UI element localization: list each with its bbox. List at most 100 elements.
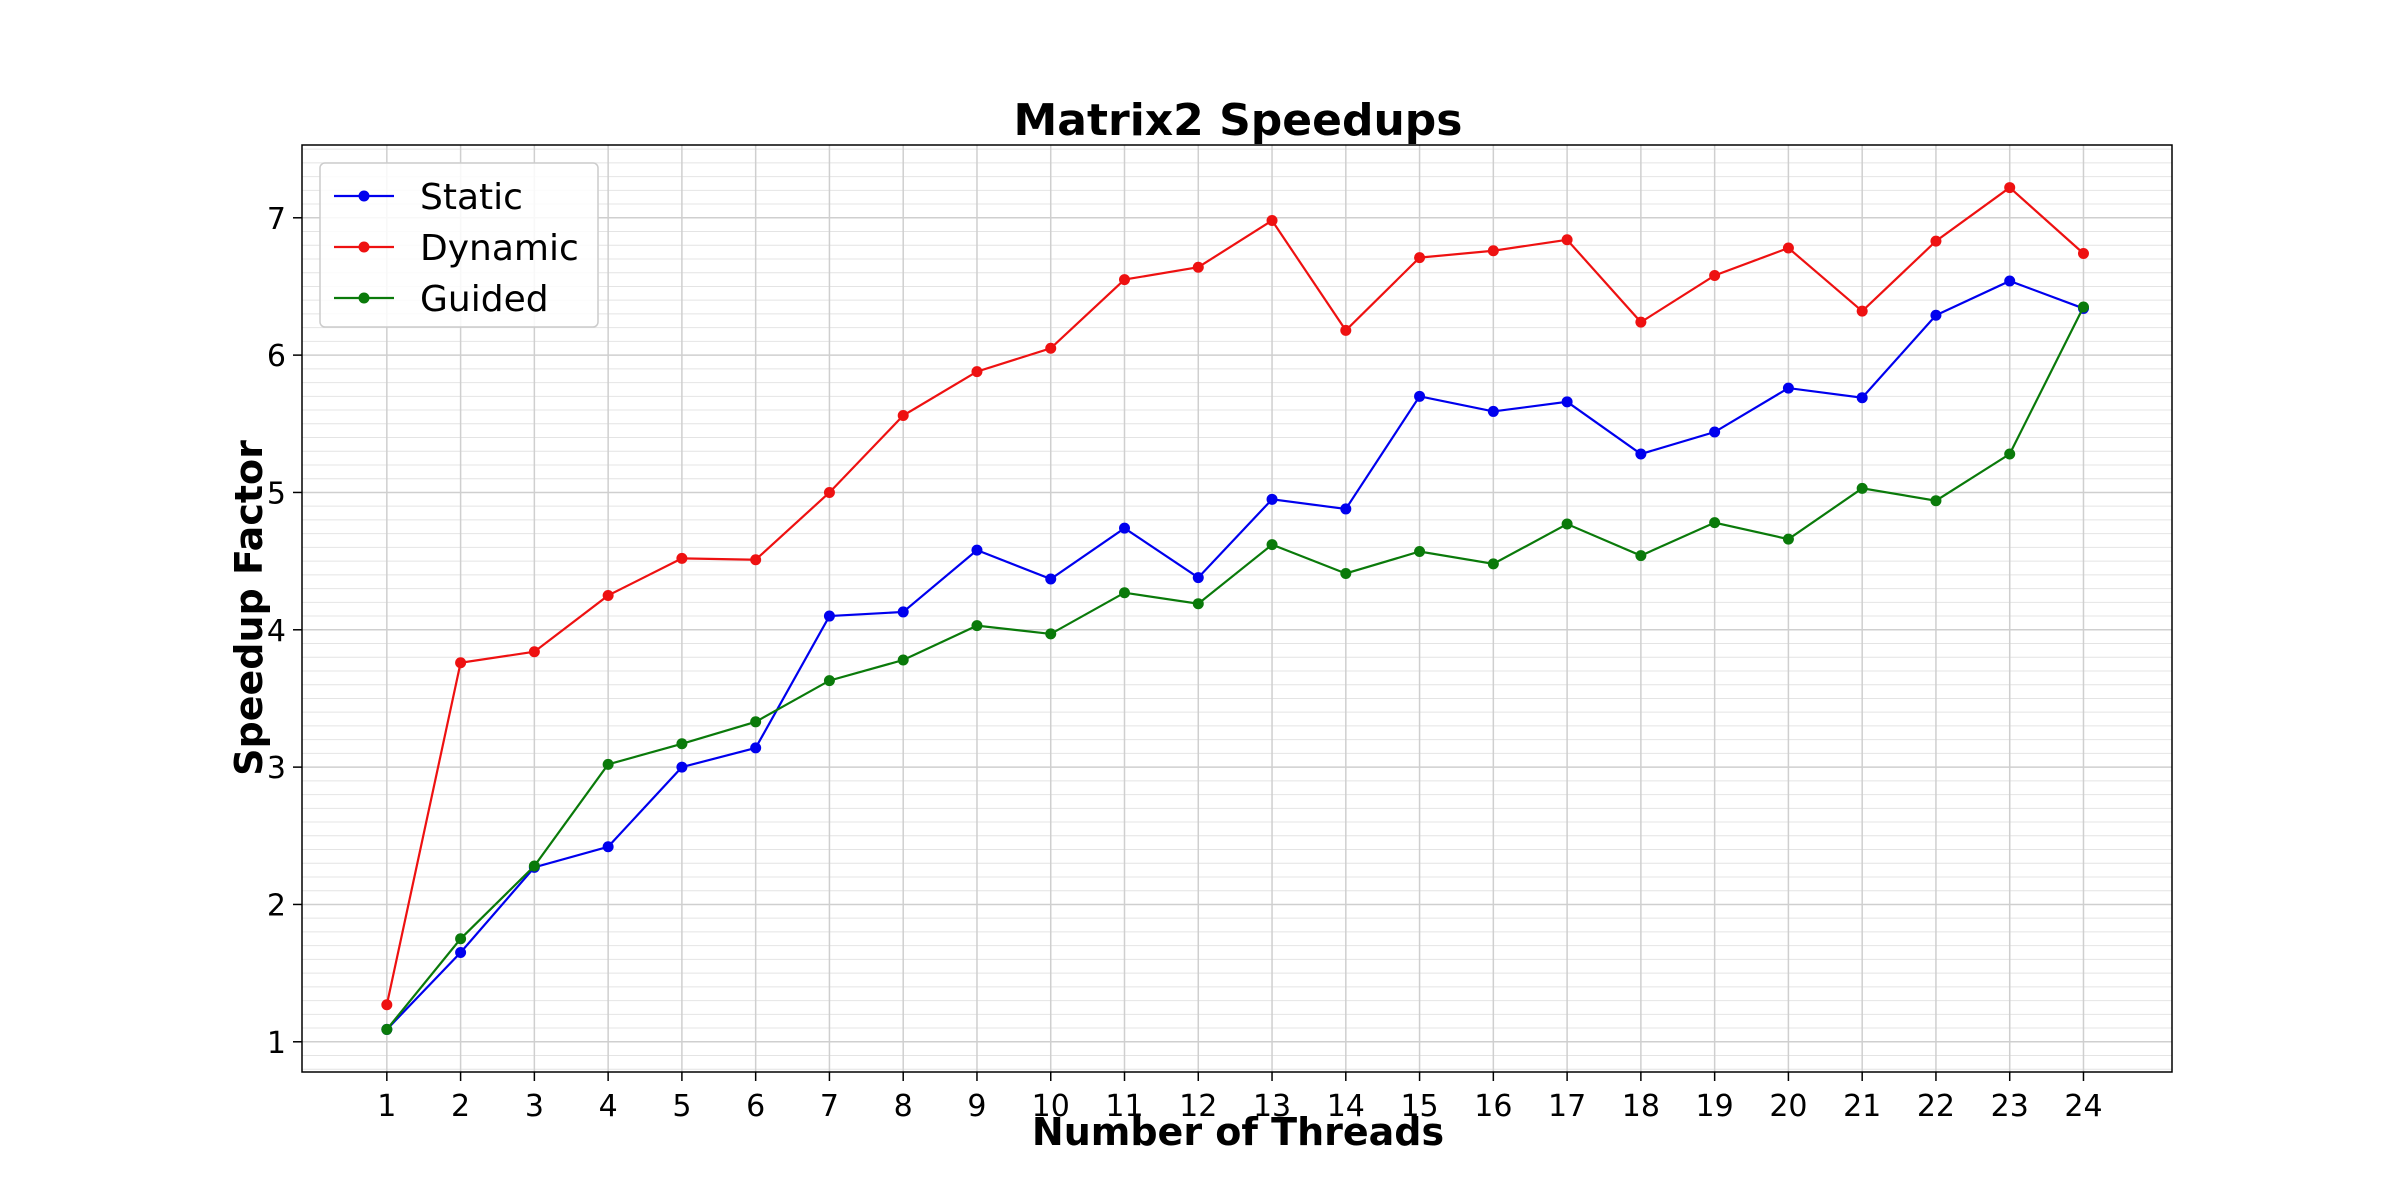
data-point-static bbox=[1930, 309, 1942, 321]
data-point-dynamic bbox=[897, 410, 909, 422]
data-point-static bbox=[602, 841, 614, 853]
data-point-dynamic bbox=[1487, 245, 1499, 257]
legend-marker-static bbox=[358, 190, 370, 202]
data-point-dynamic bbox=[1340, 324, 1352, 336]
data-point-static bbox=[455, 947, 467, 959]
legend-entry-dynamic: Dynamic bbox=[334, 228, 579, 269]
data-point-dynamic bbox=[1782, 242, 1794, 254]
data-point-guided bbox=[1635, 550, 1647, 562]
data-point-static bbox=[1266, 493, 1278, 505]
y-tick-label: 4 bbox=[267, 614, 286, 649]
legend-entry-static: Static bbox=[334, 177, 523, 218]
data-point-static bbox=[1635, 448, 1647, 460]
x-tick-label: 8 bbox=[894, 1089, 913, 1124]
legend-entry-guided: Guided bbox=[334, 279, 549, 320]
x-tick-label: 15 bbox=[1400, 1089, 1438, 1124]
data-point-guided bbox=[455, 933, 467, 945]
data-point-dynamic bbox=[1414, 252, 1426, 264]
legend: Static Dynamic Guided bbox=[319, 162, 599, 328]
data-point-dynamic bbox=[1930, 235, 1942, 247]
data-point-guided bbox=[1192, 598, 1204, 610]
data-point-guided bbox=[1930, 495, 1942, 507]
x-tick-label: 20 bbox=[1769, 1089, 1807, 1124]
data-point-dynamic bbox=[750, 554, 762, 566]
data-point-dynamic bbox=[2077, 247, 2089, 259]
x-tick-label: 14 bbox=[1327, 1089, 1365, 1124]
data-point-static bbox=[750, 742, 762, 754]
data-point-dynamic bbox=[1709, 269, 1721, 281]
data-point-guided bbox=[823, 675, 835, 687]
data-point-guided bbox=[897, 654, 909, 666]
data-point-static bbox=[971, 544, 983, 556]
legend-label-static: Static bbox=[420, 177, 523, 218]
data-point-guided bbox=[1782, 533, 1794, 545]
x-tick-label: 5 bbox=[672, 1089, 691, 1124]
data-point-dynamic bbox=[1561, 234, 1573, 246]
x-tick-label: 19 bbox=[1696, 1089, 1734, 1124]
data-point-dynamic bbox=[455, 657, 467, 669]
x-tick-label: 21 bbox=[1843, 1089, 1881, 1124]
data-point-static bbox=[1340, 503, 1352, 515]
x-tick-label: 10 bbox=[1032, 1089, 1070, 1124]
series-line-static bbox=[386, 279, 2084, 1031]
data-point-dynamic bbox=[1635, 316, 1647, 328]
data-point-static bbox=[1414, 390, 1426, 402]
y-axis-title: Speedup Factor bbox=[227, 440, 271, 776]
data-point-static bbox=[1561, 396, 1573, 408]
x-tick-label: 3 bbox=[525, 1089, 544, 1124]
data-point-static bbox=[897, 606, 909, 618]
data-point-dynamic bbox=[381, 999, 393, 1011]
series-line-dynamic bbox=[385, 186, 2085, 1005]
data-point-guided bbox=[528, 860, 540, 872]
data-point-static bbox=[676, 761, 688, 773]
legend-marker-dynamic bbox=[358, 241, 370, 253]
y-tick-label: 5 bbox=[267, 476, 286, 511]
y-tick-label: 2 bbox=[267, 888, 286, 923]
data-point-guided bbox=[1045, 628, 1057, 640]
data-point-dynamic bbox=[2004, 182, 2016, 194]
grid bbox=[302, 145, 2172, 1072]
data-point-guided bbox=[971, 620, 983, 632]
data-point-static bbox=[1192, 572, 1204, 584]
data-point-guided bbox=[1414, 546, 1426, 558]
data-point-static bbox=[1709, 426, 1721, 438]
y-tick-label: 3 bbox=[267, 751, 286, 786]
x-tick-label: 11 bbox=[1105, 1089, 1143, 1124]
data-point-guided bbox=[1709, 517, 1721, 529]
data-point-dynamic bbox=[971, 366, 983, 378]
data-point-dynamic bbox=[1045, 342, 1057, 354]
y-tick-label: 1 bbox=[267, 1026, 286, 1061]
x-tick-label: 23 bbox=[1991, 1089, 2029, 1124]
data-point-static bbox=[1856, 392, 1868, 404]
data-point-guided bbox=[1119, 587, 1131, 599]
series-dynamic bbox=[381, 182, 2089, 1011]
series-static bbox=[381, 275, 2089, 1035]
data-point-guided bbox=[1856, 482, 1868, 494]
data-point-static bbox=[1119, 522, 1131, 534]
data-point-guided bbox=[1487, 558, 1499, 570]
series-line-guided bbox=[385, 306, 2085, 1031]
x-axis-title: Number of Threads bbox=[1032, 1110, 1444, 1154]
data-point-dynamic bbox=[1266, 215, 1278, 227]
chart-title: Matrix2 Speedups bbox=[1014, 95, 1463, 146]
data-point-static bbox=[1782, 382, 1794, 394]
x-tick-label: 1 bbox=[377, 1089, 396, 1124]
plot-frame bbox=[301, 144, 2173, 1073]
data-point-guided bbox=[1266, 539, 1278, 551]
data-point-static bbox=[1045, 573, 1057, 585]
x-tick-label: 17 bbox=[1548, 1089, 1586, 1124]
legend-label-guided: Guided bbox=[420, 279, 549, 320]
data-point-guided bbox=[381, 1023, 393, 1035]
data-point-static bbox=[1487, 405, 1499, 417]
x-tick-label: 18 bbox=[1622, 1089, 1660, 1124]
x-tick-label: 22 bbox=[1917, 1089, 1955, 1124]
data-point-dynamic bbox=[1192, 261, 1204, 273]
y-tick-label: 7 bbox=[267, 202, 286, 237]
data-point-guided bbox=[2077, 301, 2089, 313]
data-point-dynamic bbox=[528, 646, 540, 658]
x-tick-label: 2 bbox=[451, 1089, 470, 1124]
data-point-static bbox=[823, 610, 835, 622]
data-point-guided bbox=[750, 716, 762, 728]
data-point-guided bbox=[1340, 567, 1352, 579]
